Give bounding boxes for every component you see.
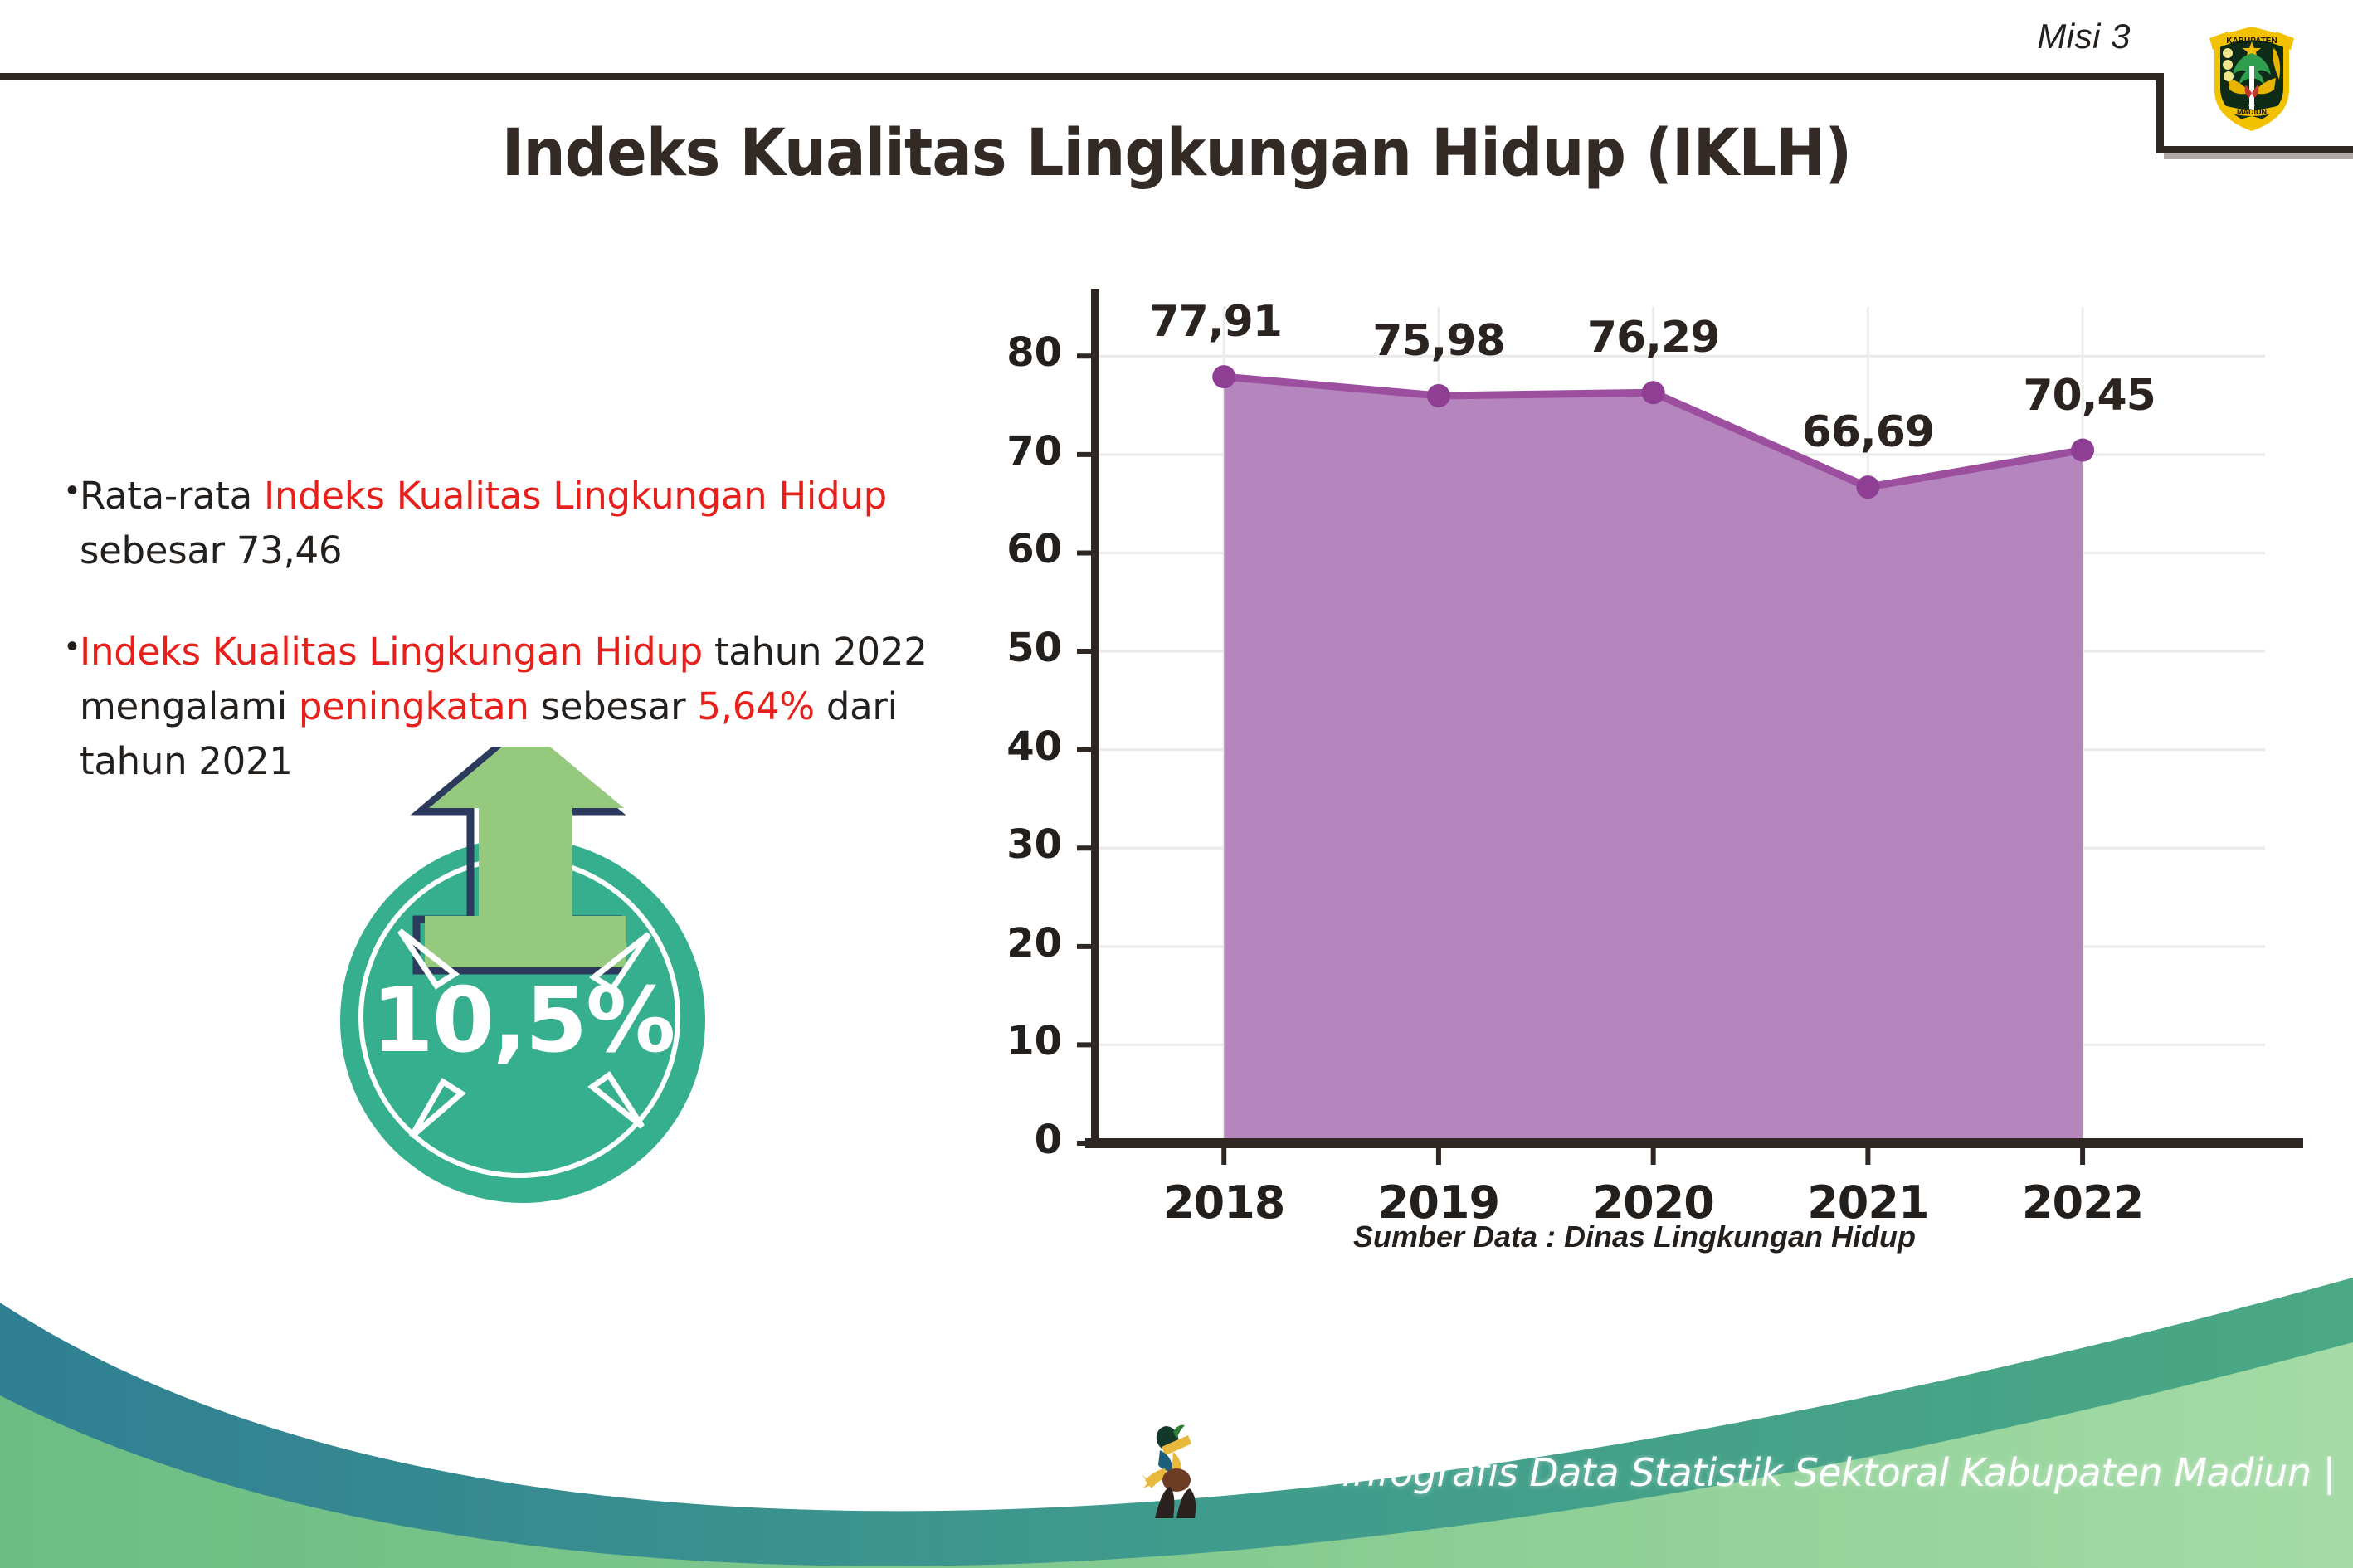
up-arrow-icon bbox=[410, 747, 626, 975]
y-axis-tick-label: 10 bbox=[1006, 1018, 1062, 1065]
y-axis-tick-label: 70 bbox=[1006, 427, 1062, 475]
y-axis-tick-label: 60 bbox=[1006, 526, 1062, 573]
y-axis-tick-label: 40 bbox=[1006, 723, 1062, 770]
text-run: Indeks Kualitas Lingkungan Hidup bbox=[263, 474, 887, 518]
chart-axes bbox=[1077, 289, 2303, 1165]
corner-arrow-icons bbox=[397, 928, 651, 1139]
data-point-label: 66,69 bbox=[1801, 407, 1935, 458]
text-run: 5,64% bbox=[697, 684, 815, 728]
bullet-text-0: Rata-rata Indeks Kualitas Lingkungan Hid… bbox=[80, 469, 962, 578]
x-axis-tick-label: 2018 bbox=[1163, 1176, 1285, 1229]
y-axis-tick-label: 50 bbox=[1006, 625, 1062, 672]
x-axis-tick-label: 2021 bbox=[1807, 1176, 1929, 1229]
kabupaten-madiun-emblem: KABUPATEN MADIUN bbox=[2203, 13, 2301, 136]
increase-badge: 10,5% bbox=[324, 747, 755, 1211]
x-axis-tick-label: 2022 bbox=[2021, 1176, 2144, 1229]
list-item: • Indeks Kualitas Lingkungan Hidup tahun… bbox=[66, 625, 962, 789]
text-run: tahun 2022 mengalami bbox=[80, 630, 928, 728]
text-run: sebesar 73,46 bbox=[80, 528, 343, 572]
bullet-text-1: Indeks Kualitas Lingkungan Hidup tahun 2… bbox=[80, 625, 962, 789]
statistik-figure-logo bbox=[1142, 1424, 1196, 1518]
text-run: dari tahun 2021 bbox=[80, 684, 898, 783]
header-bracket-vertical bbox=[2156, 73, 2164, 153]
y-axis-tick-label: 0 bbox=[1034, 1117, 1062, 1163]
y-axis-tick-label: 30 bbox=[1006, 821, 1062, 869]
data-point-label: 75,98 bbox=[1372, 315, 1505, 366]
data-point-label: 76,29 bbox=[1586, 313, 1720, 363]
emblem-top-text: KABUPATEN bbox=[2226, 37, 2277, 46]
y-axis-tick-label: 80 bbox=[1006, 329, 1062, 377]
text-run: sebesar bbox=[529, 684, 698, 728]
badge-graphics bbox=[397, 747, 651, 1139]
footer-caption: Media Infografis Data Statistik Sektoral… bbox=[1218, 1450, 2336, 1495]
bullet-list: • Rata-rata Indeks Kualitas Lingkungan H… bbox=[66, 469, 962, 835]
x-axis-tick-label: 2020 bbox=[1592, 1176, 1715, 1229]
y-axis-tick-label: 20 bbox=[1006, 919, 1062, 967]
data-point-label: 77,91 bbox=[1149, 297, 1282, 348]
data-point-label: 70,45 bbox=[2023, 370, 2156, 421]
text-run: Rata-rata bbox=[80, 474, 264, 518]
page-title: Indeks Kualitas Lingkungan Hidup (IKLH) bbox=[501, 116, 1852, 191]
chart-plot bbox=[1212, 365, 2095, 1143]
footer-wave bbox=[0, 1278, 2353, 1568]
header-bracket-shadow bbox=[2164, 153, 2353, 159]
source-note: Sumber Data : Dinas Lingkungan Hidup bbox=[1352, 1220, 1917, 1254]
text-run: Indeks Kualitas Lingkungan Hidup bbox=[80, 630, 703, 674]
badge-percent-value: 10,5% bbox=[371, 969, 676, 1073]
bullet-dot: • bbox=[66, 628, 79, 665]
chart-canvas bbox=[1077, 289, 2303, 1165]
iklh-area-chart: 0 10 20 30 40 50 60 70 80 2018 2019 2020 2021 2022 7… bbox=[962, 274, 2307, 1229]
text-run: peningkatan bbox=[298, 684, 529, 728]
x-axis-tick-label: 2019 bbox=[1377, 1176, 1500, 1229]
header-rule bbox=[0, 73, 2163, 80]
bullet-dot: • bbox=[66, 472, 79, 509]
list-item: • Rata-rata Indeks Kualitas Lingkungan H… bbox=[66, 469, 962, 578]
mission-label: Misi 3 bbox=[2037, 17, 2131, 56]
header-bracket-horizontal bbox=[2156, 146, 2353, 153]
emblem-bottom-text: MADIUN bbox=[2237, 108, 2267, 116]
footer-wave-bottom bbox=[0, 1342, 2353, 1568]
